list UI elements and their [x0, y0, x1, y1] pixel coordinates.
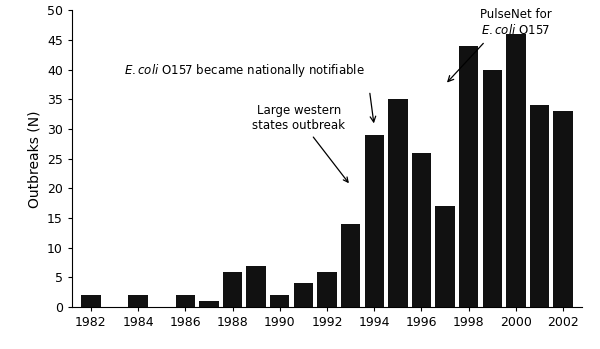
Bar — [199, 301, 218, 307]
Text: Large western
states outbreak: Large western states outbreak — [252, 104, 348, 182]
Bar — [436, 206, 455, 307]
Y-axis label: Outbreaks (N): Outbreaks (N) — [28, 110, 41, 208]
Bar — [128, 295, 148, 307]
Bar — [81, 295, 101, 307]
Bar — [459, 46, 478, 307]
Bar — [247, 266, 266, 307]
Text: $\it{E. coli}$ O157 became nationally notifiable: $\it{E. coli}$ O157 became nationally no… — [124, 62, 365, 79]
Bar — [482, 70, 502, 307]
Bar — [341, 224, 360, 307]
Bar — [365, 135, 384, 307]
Bar — [317, 272, 337, 307]
Bar — [223, 272, 242, 307]
Bar — [270, 295, 289, 307]
Bar — [553, 111, 573, 307]
Bar — [412, 153, 431, 307]
Bar — [506, 34, 526, 307]
Bar — [294, 283, 313, 307]
Text: PulseNet for
$\it{E. coli}$ O157: PulseNet for $\it{E. coli}$ O157 — [480, 8, 552, 37]
Bar — [176, 295, 195, 307]
Bar — [530, 105, 549, 307]
Bar — [388, 99, 407, 307]
